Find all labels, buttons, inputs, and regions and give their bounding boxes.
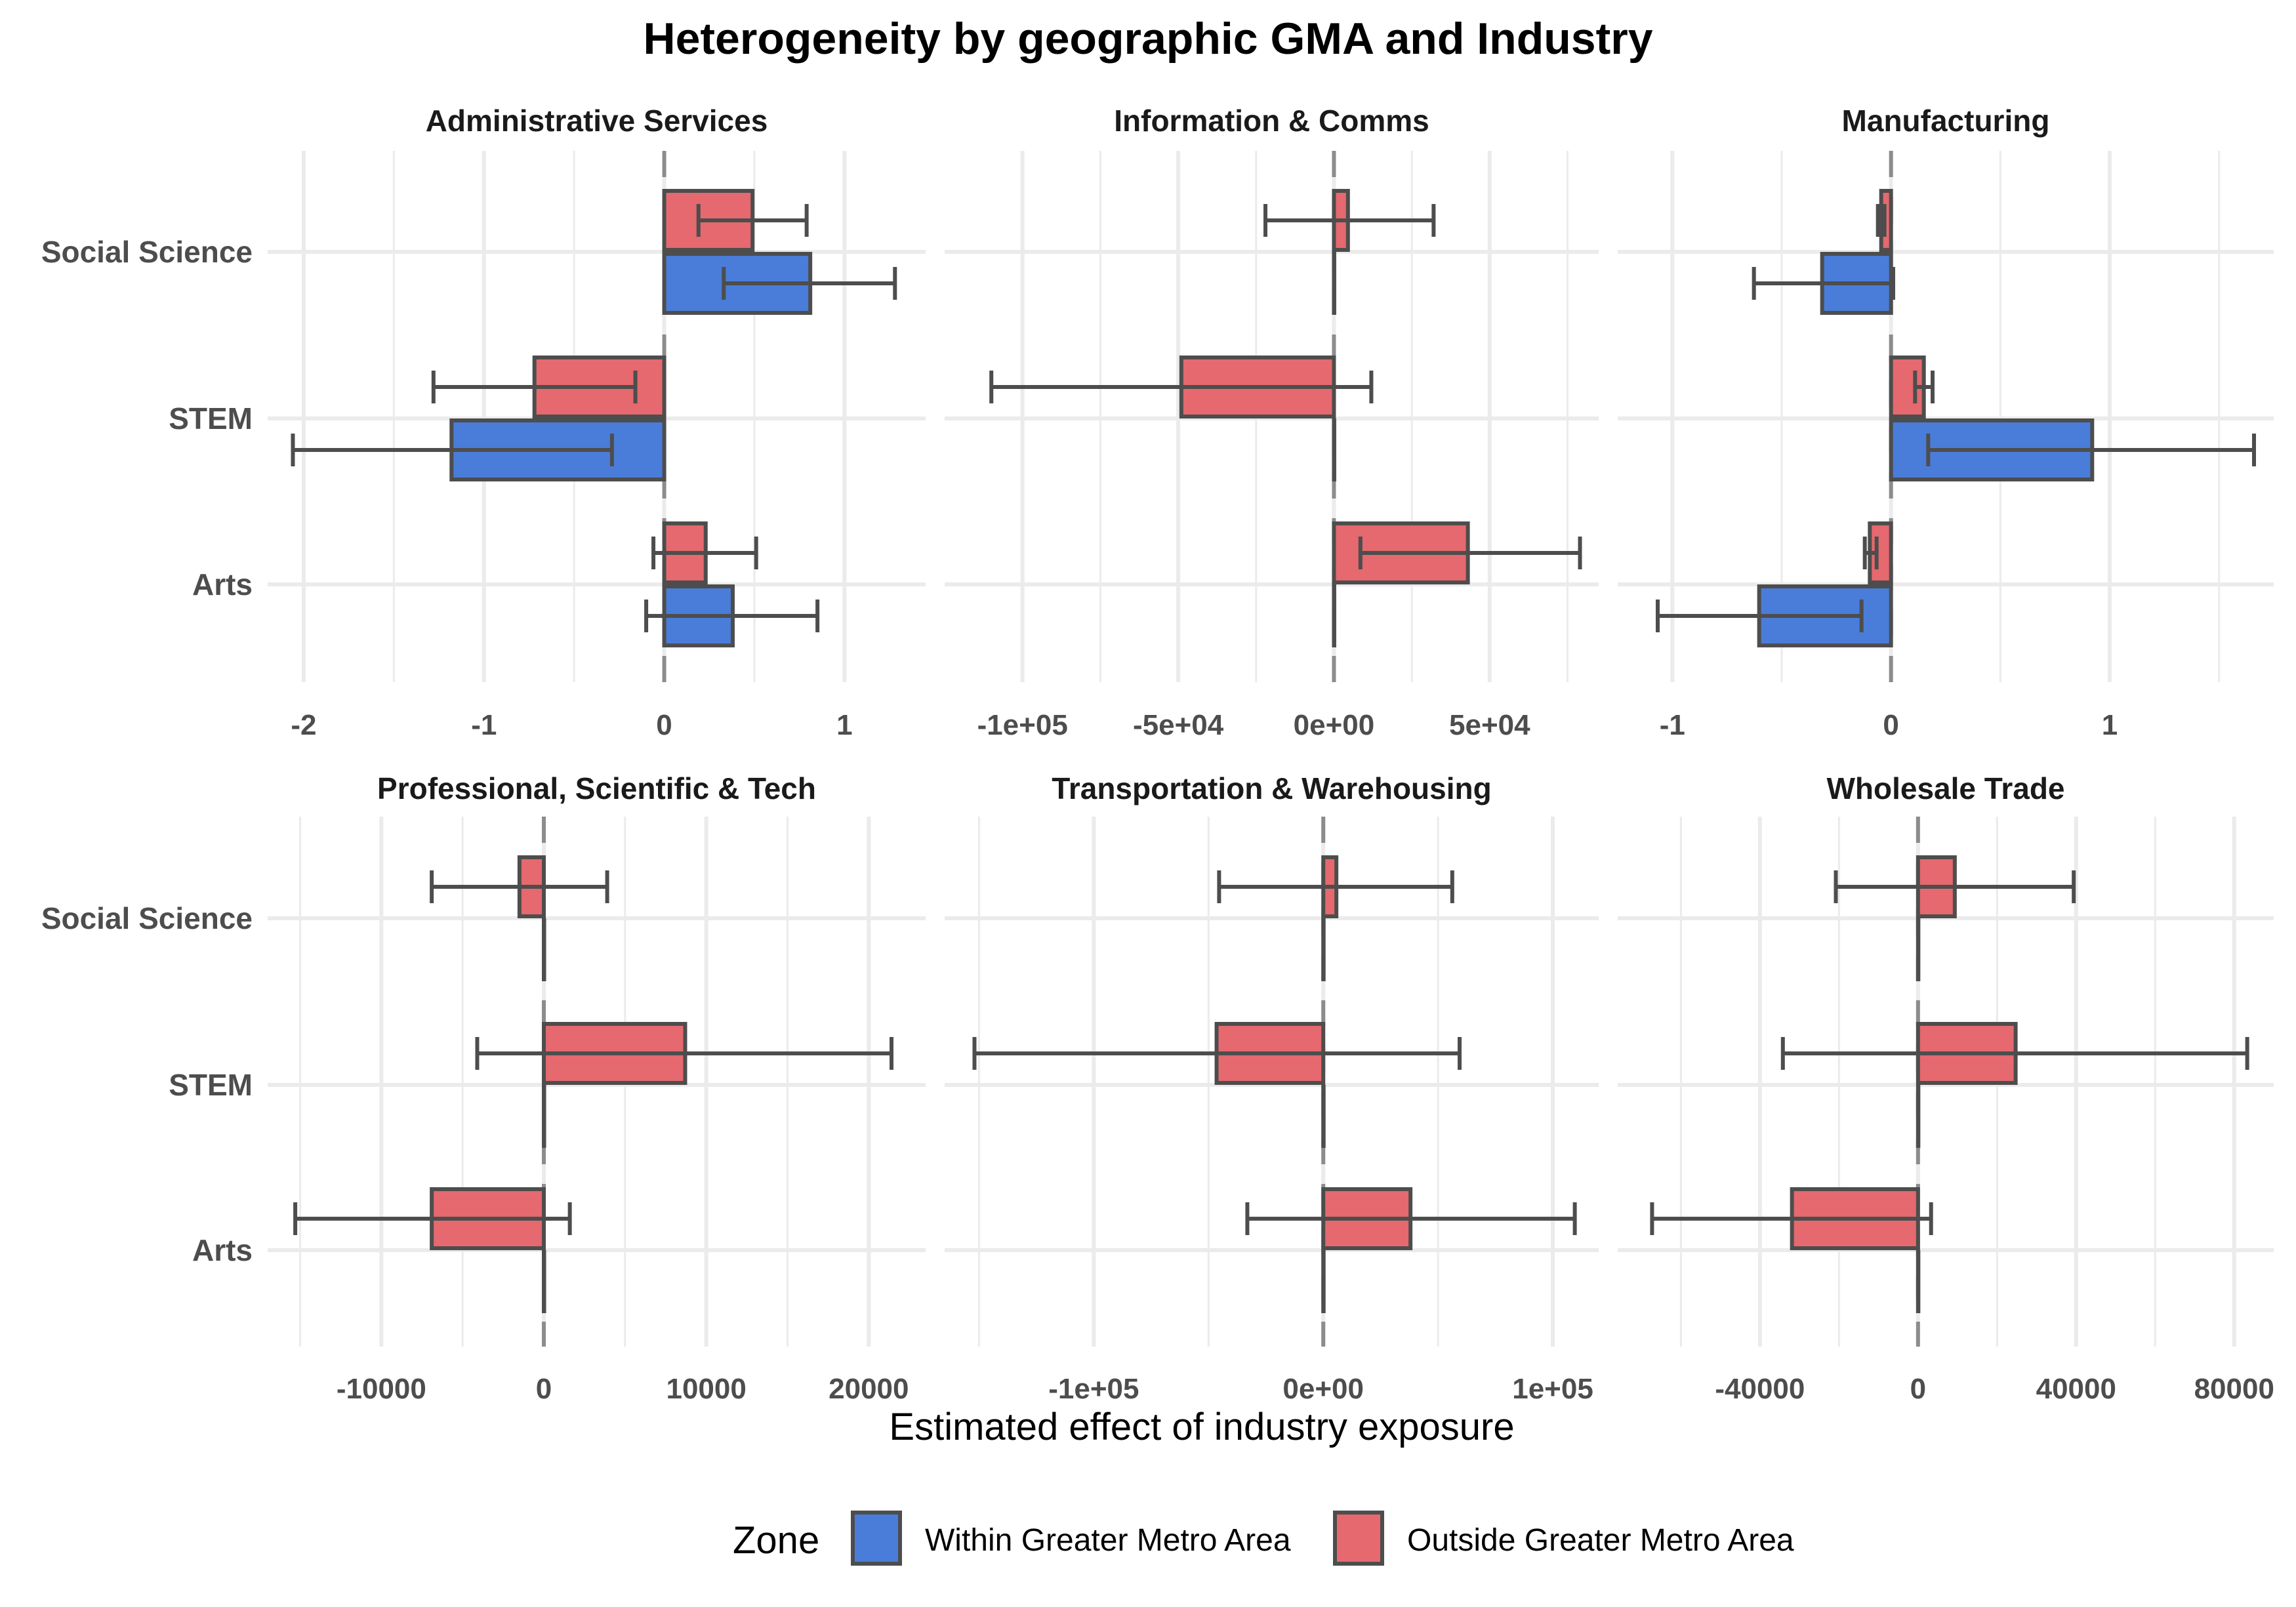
error-bar-within-stem [291, 434, 614, 466]
error-bar-within-social-science [722, 267, 897, 300]
error-bar-outside-arts [293, 1202, 572, 1235]
panel-transportation-warehousing: Transportation & Warehousing -1e+05 0e+00 1… [945, 771, 1599, 1405]
panel-wholesale-trade: Wholesale Trade -40000 0 40000 80000 [1618, 771, 2274, 1405]
error-bar-within-social-science [1752, 267, 1895, 300]
y-tick-label: Arts [192, 1233, 253, 1267]
x-tick-label: 0e+00 [1282, 1373, 1364, 1405]
x-tick-label: 0 [1910, 1373, 1926, 1405]
x-tick-label: -40000 [1715, 1373, 1805, 1405]
legend-title: Zone [733, 1519, 819, 1562]
chart-title: Heterogeneity by geographic GMA and Indu… [643, 14, 1652, 64]
x-tick-label: -1 [1660, 709, 1685, 741]
error-bar-outside-arts [651, 537, 758, 569]
panel-title: Wholesale Trade [1826, 771, 2064, 805]
panel-information-comms: Information & Comms -1e+05 -5e+04 0e+00 5e+0… [945, 104, 1599, 741]
panel-title: Professional, Scientific & Tech [377, 771, 816, 805]
bar-within-stem [1916, 1085, 1921, 1148]
bar-within-arts [1916, 1250, 1921, 1313]
x-tick-label: 80000 [2194, 1373, 2274, 1405]
x-tick-label: 1 [836, 709, 852, 741]
x-tick-label: -2 [291, 709, 316, 741]
error-bar-outside-social-science [1876, 204, 1887, 237]
error-bar-outside-arts [1245, 1202, 1577, 1235]
error-bar-outside-stem [475, 1037, 893, 1070]
error-bar-outside-stem [972, 1037, 1462, 1070]
x-tick-label: 40000 [2036, 1373, 2116, 1405]
y-tick-label: STEM [169, 401, 253, 436]
x-tick-label: 10000 [666, 1373, 746, 1405]
panel-administrative-services: Administrative Services -2 -1 0 1 Social Scie… [41, 104, 926, 741]
x-tick-label: 1 [2102, 709, 2118, 741]
error-bar-within-arts [1656, 600, 1864, 632]
error-bar-outside-stem [431, 371, 638, 403]
error-bar-outside-social-science [1834, 870, 2076, 903]
legend-label-within: Within Greater Metro Area [925, 1523, 1291, 1558]
panel-manufacturing: Manufacturing -1 0 1 [1618, 104, 2274, 741]
x-tick-label: -10000 [337, 1373, 426, 1405]
bar-within-social-science [1916, 918, 1921, 981]
bar-within-arts [1321, 1250, 1326, 1313]
x-tick-label: 0 [656, 709, 672, 741]
error-bar-outside-stem [1780, 1037, 2249, 1070]
error-bar-within-arts [644, 600, 820, 632]
error-bar-outside-social-science [430, 870, 609, 903]
legend-label-outside: Outside Greater Metro Area [1407, 1523, 1794, 1558]
legend: Zone Within Greater Metro Area Outside G… [733, 1511, 1794, 1566]
error-bar-outside-social-science [1217, 870, 1454, 903]
error-bar-outside-arts [1358, 537, 1582, 569]
x-tick-label: 0 [1883, 709, 1898, 741]
x-tick-label: -1e+05 [1048, 1373, 1139, 1405]
panel-professional-scientific-tech: Professional, Scientific & Tech -10000 0 10… [41, 771, 926, 1405]
error-bar-outside-social-science [696, 204, 809, 237]
x-tick-label: 5e+04 [1449, 709, 1530, 741]
x-tick-label: 1e+05 [1512, 1373, 1593, 1405]
legend-swatch-within [851, 1511, 902, 1566]
y-tick-label: STEM [169, 1068, 253, 1102]
x-tick-label: -5e+04 [1133, 709, 1224, 741]
y-tick-label: Social Science [41, 235, 253, 269]
error-bar-outside-arts [1862, 537, 1879, 569]
x-tick-label: 20000 [829, 1373, 909, 1405]
panel-title: Administrative Services [426, 104, 768, 138]
x-tick-label: -1e+05 [977, 709, 1068, 741]
y-tick-label: Social Science [41, 901, 253, 935]
error-bar-within-stem [1926, 434, 2256, 466]
legend-swatch-outside [1333, 1511, 1384, 1566]
panel-title: Manufacturing [1842, 104, 2050, 138]
panel-title: Transportation & Warehousing [1052, 771, 1491, 805]
y-tick-label: Arts [192, 567, 253, 601]
error-bar-outside-arts [1650, 1202, 1933, 1235]
x-tick-label: 0 [536, 1373, 552, 1405]
x-axis-label: Estimated effect of industry exposure [889, 1406, 1514, 1448]
error-bar-outside-stem [1913, 371, 1935, 403]
bar-within-stem [1321, 1085, 1326, 1148]
panel-title: Information & Comms [1114, 104, 1429, 138]
error-bar-outside-stem [989, 371, 1374, 403]
error-bar-outside-social-science [1263, 204, 1436, 237]
x-tick-label: 0e+00 [1294, 709, 1375, 741]
panels: Administrative Services -2 -1 0 1 Social Scie… [41, 104, 2274, 1405]
x-tick-label: -1 [471, 709, 497, 741]
bar-within-social-science [1321, 918, 1326, 981]
